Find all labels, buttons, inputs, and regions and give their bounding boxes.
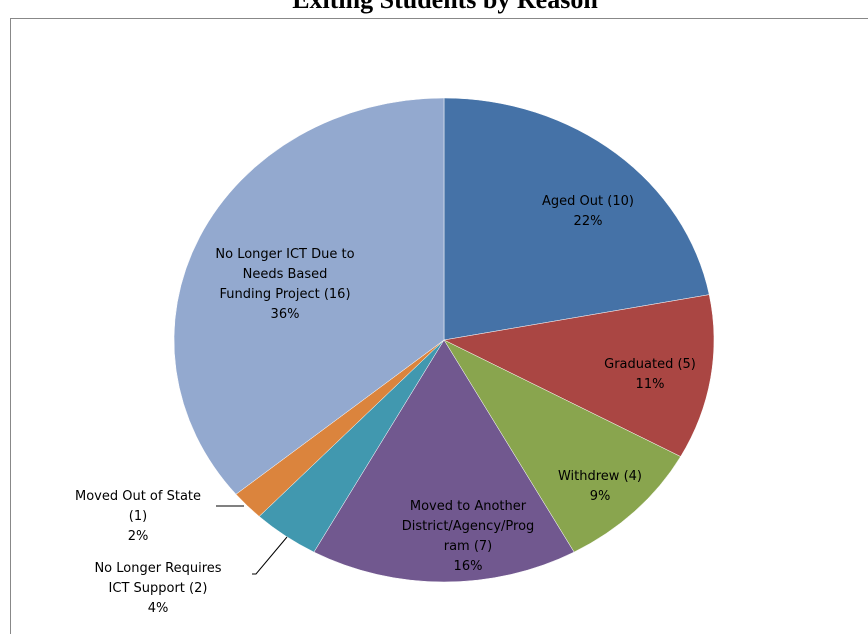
pie-slice xyxy=(313,339,575,583)
slice-label: Graduated (5) xyxy=(604,357,696,372)
pie-slice xyxy=(173,97,445,495)
slice-label: Moved to Another District/Agency/Prog ram … xyxy=(402,499,535,554)
slice-percent: 11% xyxy=(636,377,665,392)
slice-percent: 2% xyxy=(128,529,149,544)
chart-frame xyxy=(10,18,868,634)
pie-slice xyxy=(443,97,710,341)
slice-percent: 22% xyxy=(574,214,603,229)
slice-percent: 9% xyxy=(590,489,611,504)
slice-percent: 4% xyxy=(148,601,169,616)
pie-slice xyxy=(443,294,715,457)
slice-label: No Longer Requires ICT Support (2) xyxy=(94,561,221,596)
slice-percent: 36% xyxy=(271,307,300,322)
chart-title: Exiting Students by Reason xyxy=(292,0,598,14)
slice-percent: 16% xyxy=(454,559,483,574)
pie-slice xyxy=(443,339,681,553)
slice-label: Moved Out of State (1) xyxy=(75,489,201,524)
slice-label: Withdrew (4) xyxy=(558,469,642,484)
slice-label: Aged Out (10) xyxy=(542,194,634,209)
slice-label: No Longer ICT Due to Needs Based Funding P… xyxy=(215,247,354,302)
leader-line xyxy=(252,536,288,575)
